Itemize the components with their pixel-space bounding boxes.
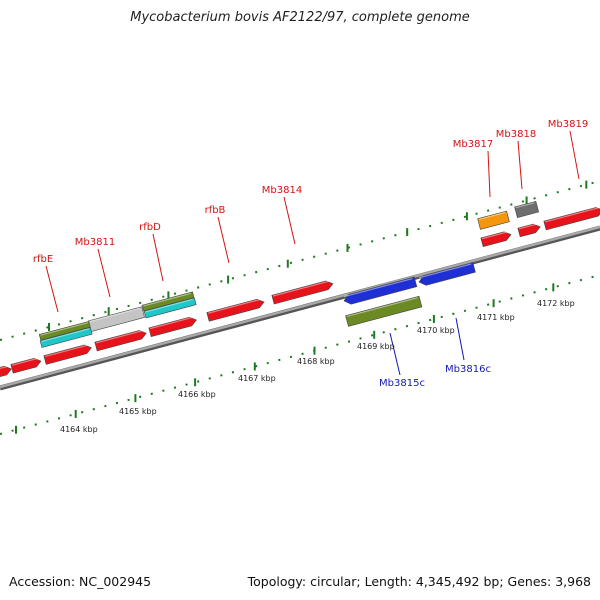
label-callouts (45, 130, 580, 376)
feature-darkgray[interactable] (514, 200, 540, 218)
forward-gene[interactable] (480, 230, 512, 247)
forward-gene[interactable] (43, 343, 93, 365)
genome-backbone (0, 225, 600, 391)
callout-line (283, 196, 296, 245)
map-title: Mycobacterium bovis AF2122/97, complete … (130, 10, 470, 25)
feature-olive[interactable] (345, 295, 423, 327)
scale-label: 4164 kbp (60, 425, 98, 434)
feature-cyan[interactable] (143, 297, 197, 319)
callout-line (455, 317, 465, 361)
gene-label[interactable]: rfbE (33, 254, 53, 265)
reverse-gene[interactable] (418, 262, 476, 287)
forward-gene[interactable] (543, 206, 600, 231)
callout-line (97, 248, 111, 298)
forward-gene[interactable] (0, 365, 13, 379)
forward-gene[interactable] (10, 357, 42, 374)
gene-label[interactable]: Mb3819 (548, 119, 588, 130)
gene-label[interactable]: Mb3814 (262, 185, 302, 196)
forward-gene[interactable] (94, 329, 148, 352)
gene-label[interactable]: Mb3817 (453, 139, 493, 150)
lower-major-ticks (15, 283, 555, 434)
gene-label[interactable]: rfbD (139, 222, 161, 233)
scale-label: 4168 kbp (297, 357, 335, 366)
forward-gene[interactable] (206, 298, 265, 322)
reverse-gene[interactable] (343, 276, 418, 306)
forward-gene[interactable] (271, 279, 334, 305)
gene-label[interactable]: rfbB (205, 205, 226, 216)
scale-label: 4165 kbp (119, 407, 157, 416)
scale-label: 4172 kbp (537, 299, 575, 308)
feature-cyan[interactable] (39, 327, 93, 348)
forward-gene[interactable] (517, 222, 542, 238)
upper-tick-track (0, 180, 600, 341)
forward-gene[interactable] (148, 316, 198, 337)
scale-label: 4170 kbp (417, 326, 455, 335)
gene-labels: rfbE Mb3811 rfbD rfbB Mb3814 Mb3815c Mb3… (33, 119, 588, 389)
gene-features (0, 200, 600, 379)
scale-labels: 4164 kbp 4165 kbp 4166 kbp 4167 kbp 4168… (60, 299, 575, 434)
gene-label[interactable]: Mb3815c (379, 378, 425, 389)
lower-tick-track (0, 274, 600, 435)
callout-line (517, 140, 523, 190)
callout-line (389, 332, 401, 376)
scale-label: 4169 kbp (357, 342, 395, 351)
callout-line (45, 265, 59, 313)
scale-label: 4171 kbp (477, 313, 515, 322)
scale-label: 4167 kbp (238, 374, 276, 383)
callout-line (217, 216, 230, 264)
upper-major-ticks (48, 180, 588, 332)
callout-line (487, 150, 491, 198)
topology-text: Topology: circular; Length: 4,345,492 bp… (247, 574, 591, 589)
scale-label: 4166 kbp (178, 390, 216, 399)
gene-label[interactable]: Mb3811 (75, 237, 115, 248)
gene-label[interactable]: Mb3816c (445, 364, 491, 375)
callout-line (569, 130, 580, 180)
accession-text: Accession: NC_002945 (9, 574, 152, 589)
feature-orange[interactable] (477, 210, 510, 230)
feature-gray[interactable] (88, 306, 145, 332)
callout-line (152, 233, 164, 282)
gene-label[interactable]: Mb3818 (496, 129, 536, 140)
